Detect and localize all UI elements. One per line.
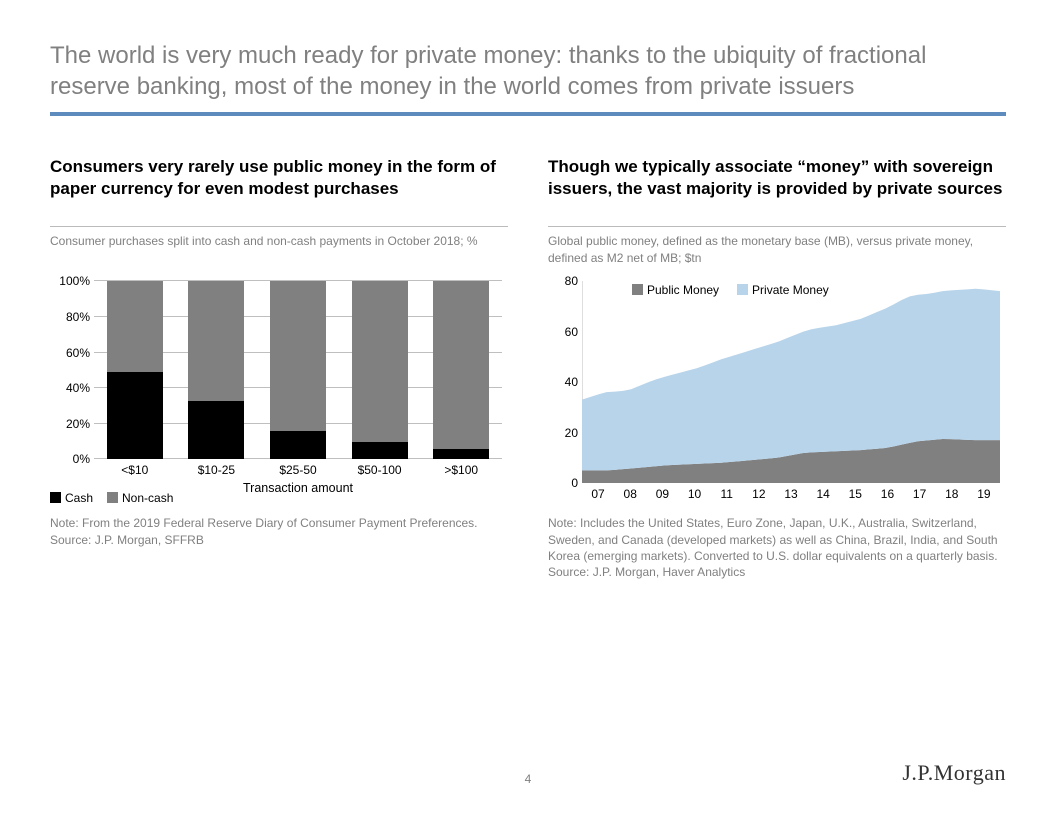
content-columns: Consumers very rarely use public money i… xyxy=(50,156,1006,580)
right-chart-rule xyxy=(548,226,1006,227)
legend-private: Private Money xyxy=(752,283,829,297)
bar-y-tick: 100% xyxy=(59,274,90,288)
bar-y-tick: 60% xyxy=(66,346,90,360)
bar-x-label: <$10 xyxy=(121,463,148,477)
bar-column: $50-100 xyxy=(352,281,408,459)
legend-public: Public Money xyxy=(647,283,719,297)
area-x-label: 17 xyxy=(913,487,926,501)
area-y-tick: 0 xyxy=(571,476,578,490)
bar-y-tick: 80% xyxy=(66,310,90,324)
right-chart-note: Note: Includes the United States, Euro Z… xyxy=(548,515,1006,580)
area-x-label: 13 xyxy=(784,487,797,501)
right-chart-subtitle: Global public money, defined as the mone… xyxy=(548,233,1006,267)
right-chart-legend: Public Money Private Money xyxy=(632,283,829,297)
slide-title: The world is very much ready for private… xyxy=(50,40,1006,102)
left-chart-legend: Cash Non-cash xyxy=(50,491,173,505)
title-rule xyxy=(50,112,1006,116)
left-panel: Consumers very rarely use public money i… xyxy=(50,156,508,580)
area-x-label: 16 xyxy=(881,487,894,501)
bar-x-label: $50-100 xyxy=(358,463,402,477)
area-x-label: 09 xyxy=(656,487,669,501)
area-y-tick: 80 xyxy=(565,274,578,288)
bar-column: $10-25 xyxy=(188,281,244,459)
area-x-label: 19 xyxy=(977,487,990,501)
brand-logo: J.P.Morgan xyxy=(902,760,1006,786)
left-chart-rule xyxy=(50,226,508,227)
bar-x-label: $10-25 xyxy=(198,463,235,477)
legend-noncash: Non-cash xyxy=(122,491,173,505)
bar-x-label: >$100 xyxy=(444,463,478,477)
bar-x-label: $25-50 xyxy=(279,463,316,477)
area-x-label: 14 xyxy=(816,487,829,501)
page-number: 4 xyxy=(525,772,532,786)
area-y-tick: 40 xyxy=(565,375,578,389)
right-chart-title: Though we typically associate “money” wi… xyxy=(548,156,1006,222)
right-chart: Public Money Private Money 0 20 40 60 80 07 08… xyxy=(548,275,1006,505)
area-x-label: 10 xyxy=(688,487,701,501)
area-x-label: 07 xyxy=(591,487,604,501)
right-panel: Though we typically associate “money” wi… xyxy=(548,156,1006,580)
area-x-label: 11 xyxy=(720,487,732,501)
area-x-label: 12 xyxy=(752,487,765,501)
left-chart-title: Consumers very rarely use public money i… xyxy=(50,156,508,222)
area-x-label: 08 xyxy=(624,487,637,501)
bar-y-tick: 20% xyxy=(66,417,90,431)
area-x-label: 15 xyxy=(849,487,862,501)
area-y-tick: 20 xyxy=(565,426,578,440)
area-x-label: 18 xyxy=(945,487,958,501)
bar-x-axis-title: Transaction amount xyxy=(243,481,353,495)
bar-y-tick: 0% xyxy=(73,452,90,466)
bar-column: $25-50 xyxy=(270,281,326,459)
left-chart-subtitle: Consumer purchases split into cash and n… xyxy=(50,233,508,267)
left-chart: 0% 20% 40% 60% 80% 100% <$10 $10-25 $25-50 $50-10… xyxy=(50,275,508,505)
bar-column: <$10 xyxy=(107,281,163,459)
bar-y-tick: 40% xyxy=(66,381,90,395)
left-chart-note: Note: From the 2019 Federal Reserve Diar… xyxy=(50,515,508,547)
area-y-tick: 60 xyxy=(565,325,578,339)
legend-cash: Cash xyxy=(65,491,93,505)
bar-column: >$100 xyxy=(433,281,489,459)
